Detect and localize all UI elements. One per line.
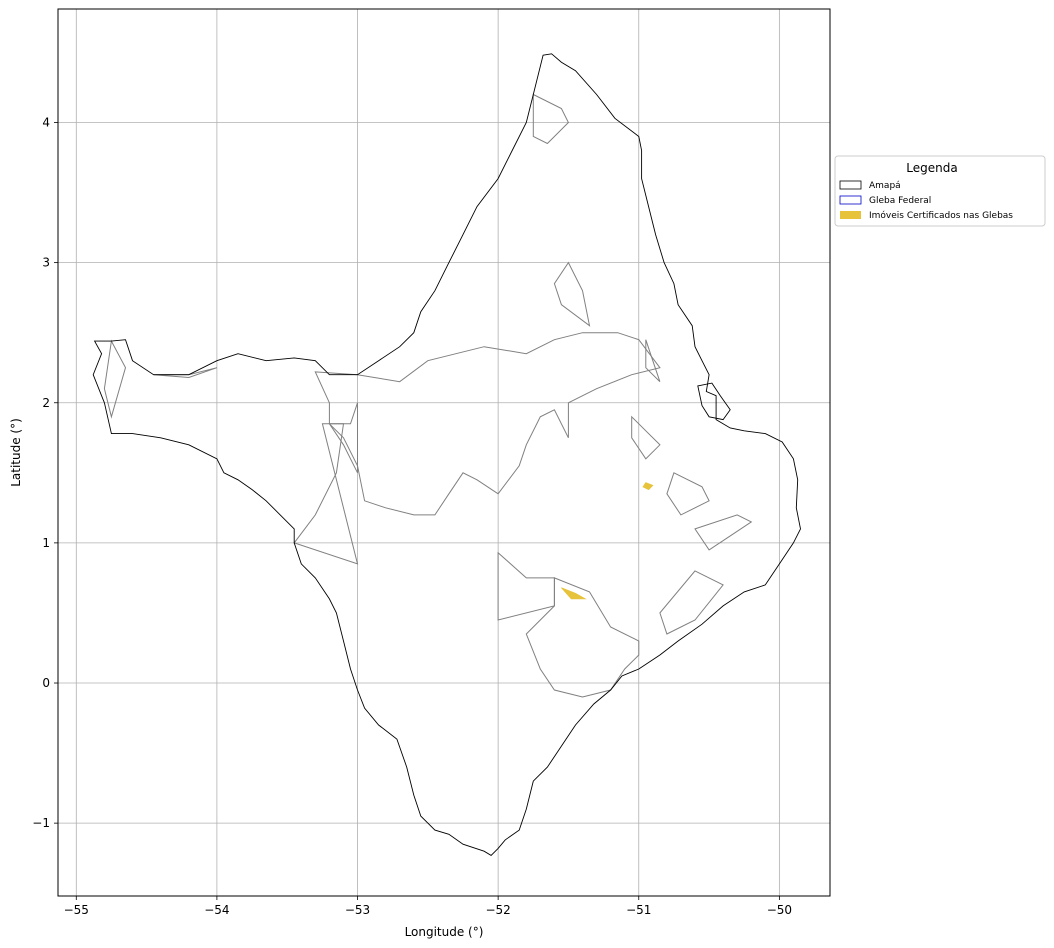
x-tick-label: −54 [204,903,229,917]
legend-entry-label: Imóveis Certificados nas Glebas [869,210,1013,221]
y-tick-label: −1 [32,816,50,830]
gleba-polygon [666,472,710,516]
gleba-polygon [314,332,661,516]
x-tick-label: −52 [485,903,510,917]
legend-box [834,155,1046,227]
imoveis-layer [561,482,654,600]
legend-entry-label: Amapá [869,181,901,191]
gleba-polygon [532,93,570,145]
gleba-polygon [153,367,218,379]
y-tick-label: 0 [42,676,50,690]
gleba-polygon [645,339,661,383]
gleba-polygon [553,261,591,327]
map-layers [92,53,801,856]
legend-swatch [839,180,862,190]
legend-entry-label: Gleba Federal [869,196,931,206]
gleba-polygon [631,415,661,460]
gridlines [58,9,830,896]
legend-swatch [840,211,861,219]
y-axis-ticks: −1 0 1 2 3 4 [32,116,58,830]
gleba-polygon [694,514,753,551]
plot-frame [57,8,831,897]
legend-entries: Amapá Gleba Federal Imóveis Certificados n… [839,180,1013,221]
y-axis-label: Latitude (°) [9,418,23,487]
y-tick-label: 3 [42,256,50,270]
amapa-layer [92,53,801,856]
imovel-polygon [642,482,654,491]
x-tick-label: −55 [64,903,89,917]
amapa-island [697,382,731,421]
gleba-polygon [293,423,359,565]
legend-swatch [839,195,862,205]
legend: Legenda Amapá Gleba Federal Imóveis Certif… [834,155,1046,227]
legend-title: Legenda [906,161,957,175]
gleba-polygon [659,570,724,635]
gleba-polygon [525,577,640,698]
y-tick-label: 2 [42,396,50,410]
amapa-outline [92,53,801,856]
x-tick-label: −53 [345,903,370,917]
gleba-polygon [497,551,555,621]
x-tick-label: −50 [767,903,792,917]
gleba-federal-layer [103,93,753,698]
x-axis-label: Longitude (°) [405,925,484,939]
x-tick-label: −51 [626,903,651,917]
imovel-polygon [561,587,587,600]
y-tick-label: 1 [42,536,50,550]
y-tick-label: 4 [42,116,50,130]
gleba-polygon [103,339,127,419]
x-axis-ticks: −55 −54 −53 −52 −51 −50 [64,896,792,917]
